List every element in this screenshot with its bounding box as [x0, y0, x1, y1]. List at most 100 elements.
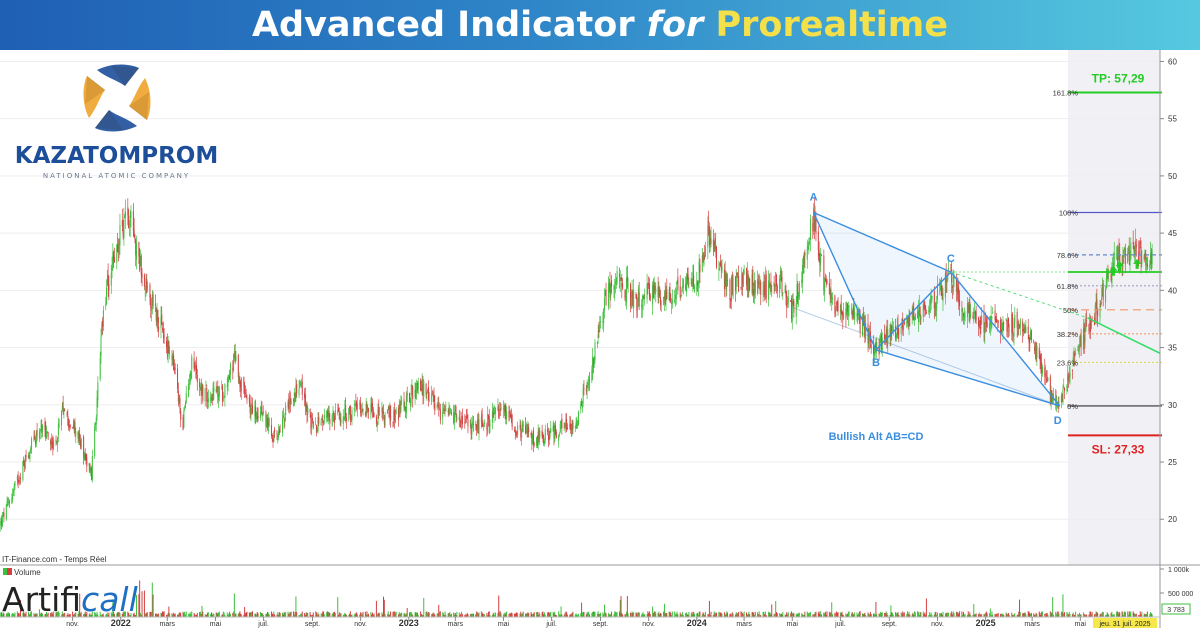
candle-body [29, 454, 31, 457]
volume-bar [229, 613, 231, 617]
candle-body [798, 283, 800, 297]
candle-body [994, 310, 996, 321]
volume-bar [608, 614, 610, 617]
candle-body [476, 419, 478, 430]
volume-bar [1096, 612, 1098, 617]
volume-bar [631, 611, 633, 617]
candle-body [719, 261, 721, 267]
volume-bar [646, 614, 648, 617]
candle-body [985, 318, 987, 325]
volume-bar [798, 612, 800, 617]
candle-body [161, 314, 163, 325]
candle-body [574, 426, 576, 428]
candle-body [626, 276, 628, 283]
volume-bar [442, 612, 444, 617]
volume-bar [906, 614, 908, 617]
candle-body [151, 298, 153, 307]
candle-body [434, 403, 436, 411]
candle-body [398, 406, 400, 418]
volume-bar [497, 612, 499, 617]
volume-bar [780, 613, 782, 617]
candle-body [195, 364, 197, 375]
candle-body [865, 323, 867, 339]
volume-bar [436, 613, 438, 617]
candle-body [771, 285, 773, 287]
candle-body [856, 313, 858, 317]
candle-body [53, 440, 55, 447]
volume-bar [5, 613, 7, 617]
candle-body [715, 243, 717, 248]
volume-bar [723, 612, 725, 617]
candle-body [824, 280, 826, 293]
candle-body [261, 406, 263, 415]
candle-body [664, 292, 666, 304]
candle-body [1027, 326, 1029, 334]
candle-body [807, 245, 809, 249]
volume-bar [1078, 615, 1080, 617]
candle-body [106, 287, 108, 305]
volume-bar [329, 613, 331, 617]
candle-body [359, 402, 361, 405]
volume-bar [820, 611, 822, 617]
candle-body [337, 410, 339, 413]
candle-body [207, 397, 209, 403]
volume-bar [624, 614, 626, 617]
candle-body [707, 225, 709, 248]
candle-body [642, 296, 644, 301]
volume-bar [709, 614, 711, 617]
candle-body [527, 426, 529, 434]
candle-body [1071, 369, 1073, 371]
volume-bar [393, 611, 395, 617]
candle-body [668, 291, 670, 300]
volume-bar [884, 612, 886, 617]
candle-body [38, 431, 40, 439]
volume-bar [177, 614, 179, 617]
volume-bar [648, 611, 650, 617]
volume-bar [583, 611, 585, 617]
volume-bar [731, 612, 733, 617]
volume-bar [690, 613, 692, 617]
volume-bar [106, 612, 108, 617]
volume-bar [425, 611, 427, 617]
candle-body [1047, 378, 1049, 381]
volume-bar [274, 614, 276, 617]
candle-body [600, 321, 602, 323]
candle-body [487, 415, 489, 420]
candle-body [262, 414, 264, 416]
candle-body [547, 428, 549, 433]
candle-body [422, 384, 424, 396]
candle-body [873, 352, 875, 356]
candle-body [200, 386, 202, 397]
volume-bar [353, 614, 355, 617]
volume-bar [94, 613, 96, 617]
volume-bar [890, 605, 892, 617]
candle-body [784, 286, 786, 293]
candle-body [884, 333, 886, 339]
volume-bar [613, 614, 615, 617]
candle-body [1135, 244, 1137, 248]
candle-body [499, 410, 501, 412]
volume-bar [654, 611, 656, 617]
candle-body [409, 400, 411, 406]
candle-body [790, 300, 792, 302]
candle-body [593, 360, 595, 365]
candle-body [621, 283, 623, 287]
volume-bar [594, 611, 596, 617]
candle-body [787, 297, 789, 303]
volume-bar [95, 614, 97, 617]
volume-bar [405, 614, 407, 617]
candle-body [548, 437, 550, 441]
candle-body [256, 413, 258, 416]
volume-bar [691, 611, 693, 617]
volume-bar [384, 613, 386, 617]
candle-body [315, 424, 317, 426]
x-tick-label: mai [210, 621, 222, 628]
candle-body [704, 257, 706, 259]
x-tick-label: mars [448, 621, 464, 628]
candle-body [842, 312, 844, 320]
candle-body [311, 418, 313, 421]
candle-body [541, 430, 543, 437]
volume-bar [1005, 612, 1007, 617]
candle-body [204, 387, 206, 402]
candle-body [212, 387, 214, 401]
